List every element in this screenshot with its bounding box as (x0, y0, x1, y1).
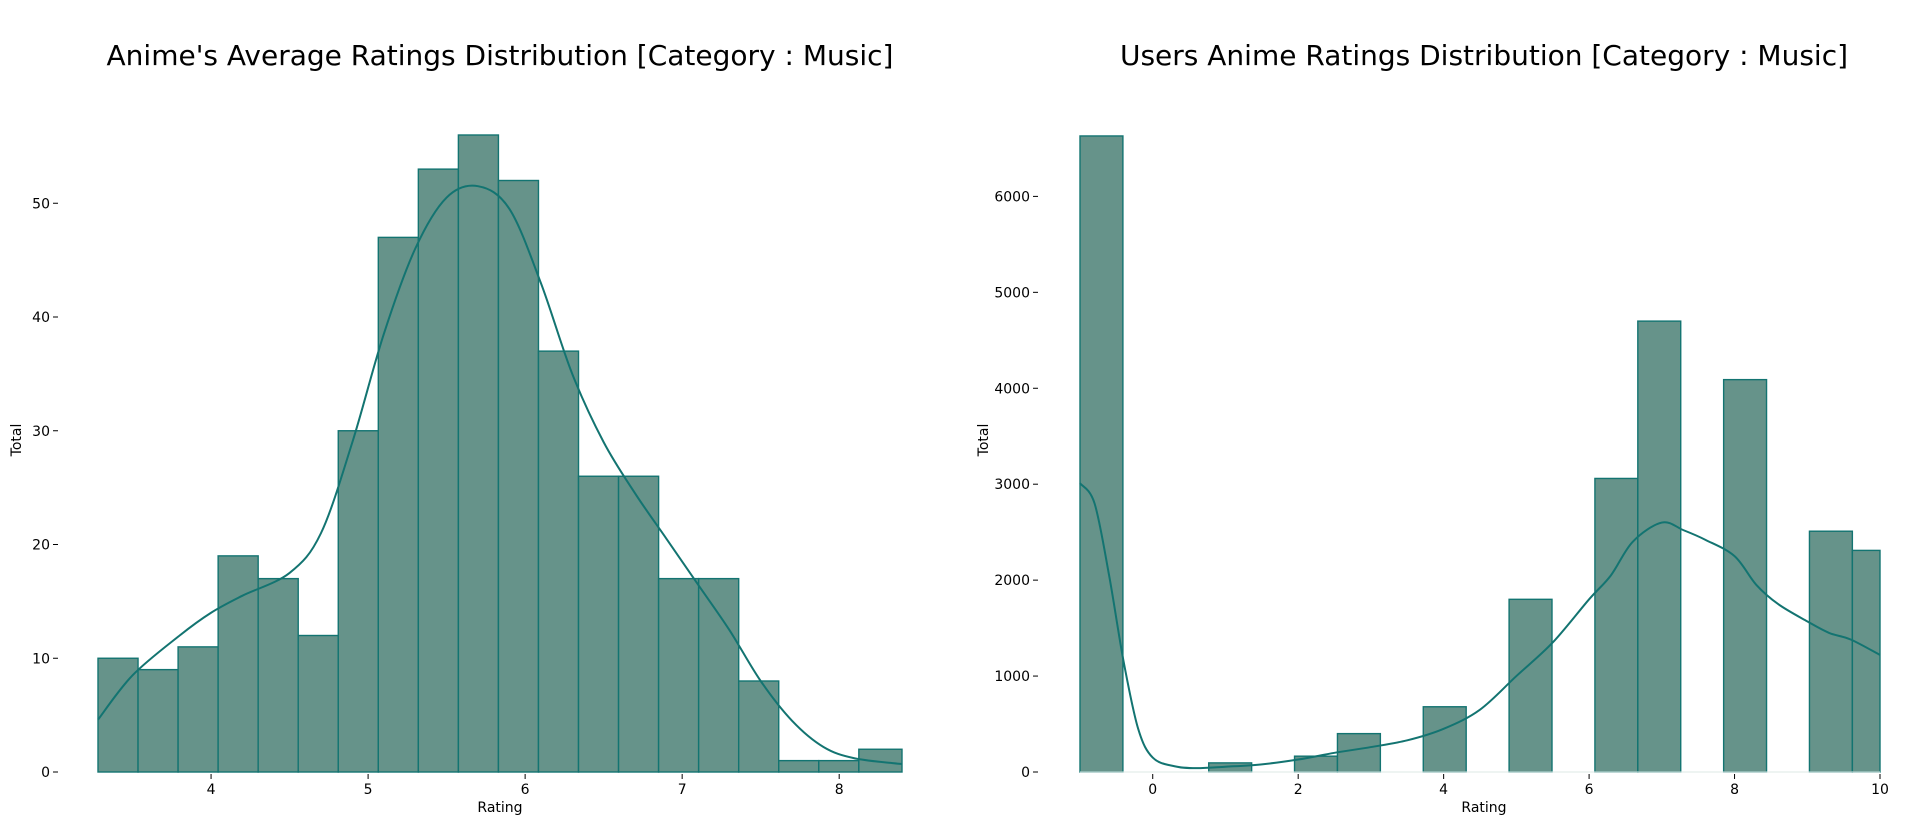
right-kde-line (1079, 482, 1881, 770)
right-kde (1079, 482, 1881, 770)
right-y-tick-label: 5000 (994, 285, 1030, 301)
left-axes: 0 10 20 30 40 50 4 5 6 7 8 (32, 196, 843, 798)
right-x-tick-label: 4 (1439, 782, 1448, 798)
left-x-tick-label: 5 (364, 782, 373, 798)
left-histogram-bar (778, 759, 820, 773)
left-histogram-panel: Anime's Average Ratings Distribution [Ca… (9, 39, 903, 816)
right-histogram-bar (1851, 549, 1881, 773)
right-x-axis-label: Rating (1461, 800, 1506, 816)
right-y-tick-label: 3000 (994, 477, 1030, 493)
right-y-tick-label: 1000 (994, 669, 1030, 685)
left-histogram-bar (217, 555, 259, 773)
left-histogram-bar (337, 430, 380, 773)
left-histogram-bar (858, 748, 903, 773)
left-histogram-bar (377, 236, 420, 773)
left-histogram-bar (657, 577, 700, 773)
right-axes: 0 1000 2000 3000 4000 5000 6000 0 2 4 6 8 10 (994, 189, 1889, 798)
left-kde (97, 184, 903, 766)
right-histogram-panel: Users Anime Ratings Distribution [Catego… (976, 39, 1889, 816)
right-histogram-bar (1722, 378, 1768, 773)
left-histogram-bar (617, 475, 660, 773)
right-histogram-bar (1637, 320, 1682, 773)
left-histogram-bar (257, 577, 299, 773)
right-y-tick-label: 6000 (994, 189, 1030, 205)
left-histogram-bar (697, 577, 740, 773)
left-y-tick-label: 50 (32, 196, 50, 212)
right-x-tick-label: 8 (1730, 782, 1739, 798)
right-y-tick-label: 2000 (994, 573, 1030, 589)
left-histogram-bar (537, 350, 580, 773)
right-y-axis-label: Total (976, 424, 992, 458)
left-histogram-bar (577, 475, 620, 773)
left-y-tick-label: 30 (32, 424, 50, 440)
right-x-tick-label: 2 (1294, 782, 1303, 798)
left-histogram-bar (737, 680, 780, 773)
left-y-tick-label: 10 (32, 651, 50, 667)
left-histogram-bar (297, 634, 339, 773)
left-y-axis-label: Total (9, 424, 25, 458)
left-x-axis-label: Rating (477, 800, 522, 816)
left-x-tick-label: 8 (835, 782, 844, 798)
right-histogram-bar (1508, 598, 1553, 773)
left-bars (97, 134, 903, 773)
left-x-tick-label: 4 (207, 782, 216, 798)
left-y-tick-label: 20 (32, 538, 50, 554)
left-x-tick-label: 7 (678, 782, 687, 798)
left-x-tick-label: 6 (521, 782, 530, 798)
left-chart-title: Anime's Average Ratings Distribution [Ca… (107, 39, 894, 72)
right-histogram-bar (1336, 732, 1382, 773)
right-histogram-bar (1594, 477, 1639, 773)
left-histogram-bar (177, 646, 219, 773)
left-histogram-bar (497, 179, 540, 773)
right-histogram-bar (1422, 706, 1467, 773)
right-y-tick-label: 0 (1021, 765, 1030, 781)
right-y-tick-label: 4000 (994, 381, 1030, 397)
right-histogram-bar (1079, 135, 1124, 773)
left-histogram-bar (417, 168, 460, 773)
left-kde-line (97, 184, 903, 766)
right-x-tick-label: 10 (1871, 782, 1889, 798)
left-histogram-bar (137, 668, 179, 773)
left-y-tick-label: 0 (41, 765, 50, 781)
left-histogram-bar (818, 759, 860, 773)
right-x-tick-label: 0 (1148, 782, 1157, 798)
right-x-tick-label: 6 (1585, 782, 1594, 798)
right-chart-title: Users Anime Ratings Distribution [Catego… (1120, 39, 1848, 72)
right-bars (1079, 135, 1881, 773)
left-y-tick-label: 40 (32, 310, 50, 326)
left-histogram-bar (457, 134, 500, 773)
right-histogram-bar (1808, 530, 1854, 773)
